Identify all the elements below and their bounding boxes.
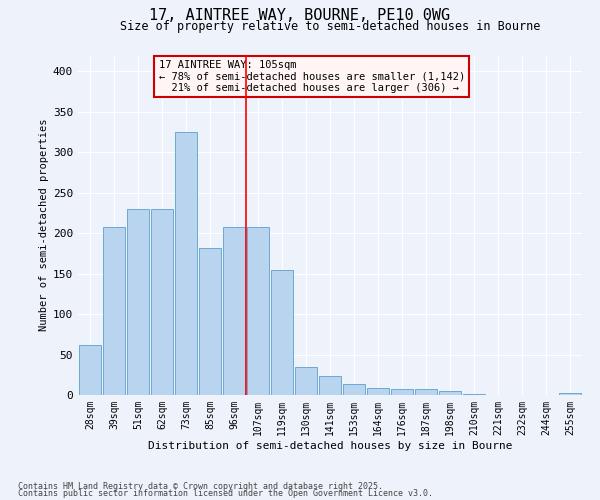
Bar [223, 226, 245, 395]
Y-axis label: Number of semi-detached properties: Number of semi-detached properties [39, 118, 49, 331]
Text: Contains public sector information licensed under the Open Government Licence v3: Contains public sector information licen… [18, 489, 433, 498]
Title: Size of property relative to semi-detached houses in Bourne: Size of property relative to semi-detach… [120, 20, 540, 33]
Bar [199, 248, 221, 395]
Text: 17, AINTREE WAY, BOURNE, PE10 0WG: 17, AINTREE WAY, BOURNE, PE10 0WG [149, 8, 451, 22]
Bar [127, 209, 149, 395]
Bar [295, 368, 317, 395]
Text: 17 AINTREE WAY: 105sqm
← 78% of semi-detached houses are smaller (1,142)
  21% o: 17 AINTREE WAY: 105sqm ← 78% of semi-det… [158, 60, 465, 94]
Bar [559, 392, 581, 395]
Bar [247, 226, 269, 395]
Text: Contains HM Land Registry data © Crown copyright and database right 2025.: Contains HM Land Registry data © Crown c… [18, 482, 383, 491]
Bar [367, 388, 389, 395]
Bar [271, 270, 293, 395]
Bar [103, 226, 125, 395]
X-axis label: Distribution of semi-detached houses by size in Bourne: Distribution of semi-detached houses by … [148, 440, 512, 450]
Bar [463, 394, 485, 395]
Bar [151, 209, 173, 395]
Bar [79, 345, 101, 395]
Bar [175, 132, 197, 395]
Bar [343, 384, 365, 395]
Bar [391, 388, 413, 395]
Bar [415, 388, 437, 395]
Bar [439, 391, 461, 395]
Bar [319, 376, 341, 395]
